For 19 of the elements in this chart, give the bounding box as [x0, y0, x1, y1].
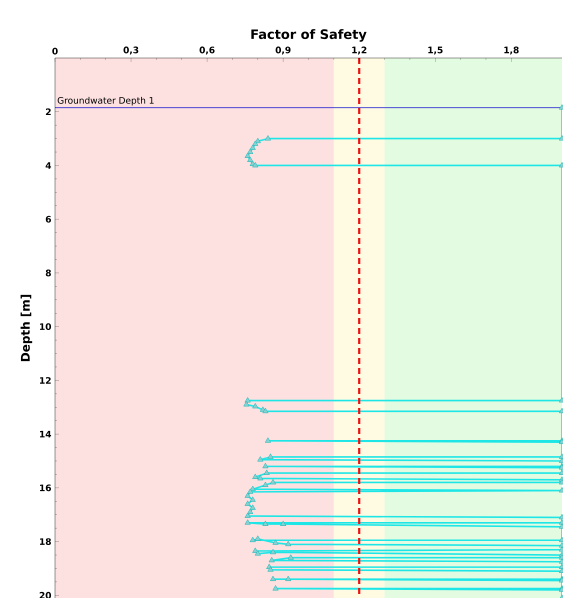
y-tick-label: 8: [46, 270, 51, 276]
ref-line-label: Groundwater Depth 1: [58, 96, 154, 106]
y-tick-label: 18: [40, 538, 51, 545]
y-tick-label: 12: [40, 377, 51, 384]
y-tick-label: 14: [40, 430, 52, 438]
x-axis-title: Factor of Safety: [251, 29, 367, 42]
y-tick-label: 6: [46, 216, 52, 223]
x-tick-label: 1,2: [352, 46, 366, 54]
x-tick-label: 1,8: [504, 46, 519, 54]
y-tick-label: 2: [46, 108, 51, 116]
y-tick-label: 4: [46, 162, 52, 169]
x-tick-label: 0: [52, 48, 58, 54]
y-axis-title: Depth [m]: [20, 294, 32, 362]
x-tick-label: 0,9: [276, 46, 291, 54]
x-tick-label: 0,3: [124, 46, 138, 54]
x-tick-label: 0,6: [200, 46, 215, 54]
y-tick-label: 16: [40, 484, 52, 492]
x-tick-label: 1,5: [428, 46, 443, 54]
y-tick-label: 10: [40, 323, 52, 330]
